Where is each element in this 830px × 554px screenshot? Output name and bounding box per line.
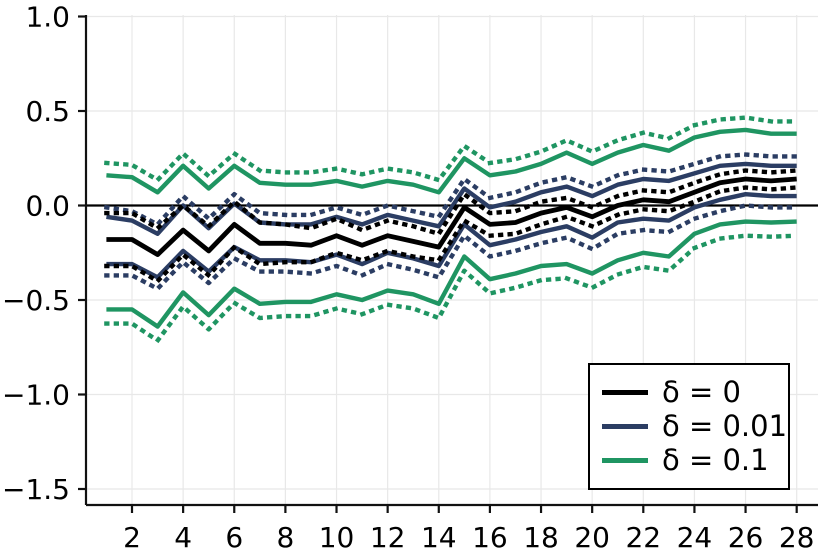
x-tick-label: 14 [421,521,457,554]
x-tick-label: 4 [174,521,192,554]
series-delta-0.1-upper-bound [106,127,797,195]
y-tick-label: −0.5 [2,284,70,317]
series-delta-0.01-upper-ci-dotted [103,152,799,227]
x-tick-label: 24 [677,521,713,554]
x-tick-label: 18 [523,521,559,554]
legend-label: δ = 0.1 [662,443,769,477]
x-tick-label: 26 [728,521,764,554]
y-tick-label: −1.0 [2,379,70,412]
series-delta-0.01-lower-ci-dotted [104,203,799,291]
legend-label: δ = 0.01 [662,409,788,443]
y-tick-label: 0.5 [25,95,70,128]
x-tick-label: 6 [225,521,243,554]
series-delta-0-upper-ci-dotted [104,168,800,237]
legend-item-delta-0.1: δ = 0.1 [602,444,778,478]
y-tick-label: 1.0 [25,1,70,34]
legend-line-swatch-green [602,458,648,463]
y-tick-label: −1.5 [2,473,70,506]
legend-item-delta-0: δ = 0 [602,376,778,410]
legend-item-delta-0.01: δ = 0.01 [602,410,787,444]
x-tick-label: 22 [625,521,661,554]
series-delta-0-lower-ci-dotted [104,185,800,284]
series-delta-0-estimate [106,176,797,258]
y-tick-label: 0.0 [25,190,70,223]
series-delta-0.1-lower-bound [106,219,797,329]
x-tick-label: 16 [472,521,508,554]
x-tick-label: 2 [123,521,141,554]
legend-label: δ = 0 [662,375,741,409]
x-tick-label: 28 [779,521,815,554]
series-delta-0.01-upper-bound [106,161,797,237]
x-tick-label: 10 [319,521,355,554]
legend-line-swatch-black [602,390,648,395]
series-delta-0.1-upper-ci-dotted [104,115,799,183]
series-delta-0.1-lower-ci-dotted [104,233,799,343]
x-tick-label: 20 [574,521,610,554]
legend-line-swatch-navy [602,424,648,429]
x-tick-label: 12 [370,521,406,554]
legend: δ = 0 δ = 0.01 δ = 0.1 [588,363,790,490]
x-tick-label: 8 [276,521,294,554]
